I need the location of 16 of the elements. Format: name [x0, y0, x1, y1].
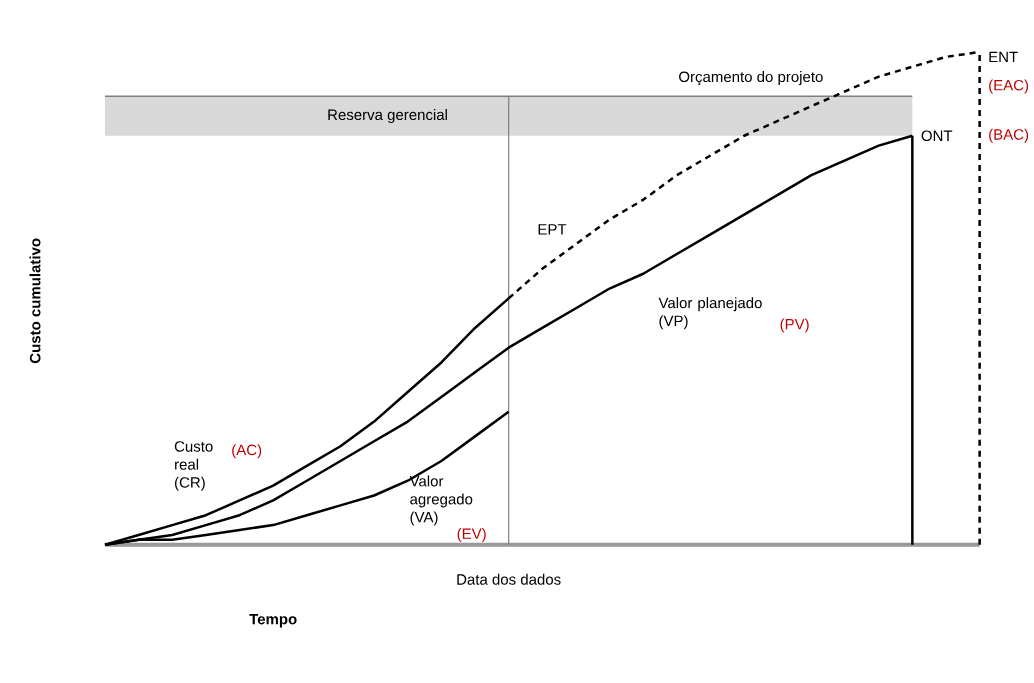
annotation: ONT [921, 130, 953, 142]
text: ENT [989, 51, 1018, 63]
series-label: Valor planejado (VP) [658, 297, 762, 330]
series-label: EPT [538, 224, 567, 235]
x-axis-title: Tempo [249, 614, 297, 628]
text: (EAC) [989, 79, 1029, 94]
text: (BAC) [989, 128, 1029, 143]
ref-line-label: Orçamento do projeto [679, 71, 823, 86]
annotation: (AC) [232, 444, 262, 459]
text: Data dos dados [457, 573, 561, 585]
y-axis-title: Custo cumulativo [29, 238, 41, 364]
band-label: Reserva gerencial [328, 109, 447, 124]
series-label: Valor agregado (VA) [409, 475, 473, 526]
annotation: (EV) [457, 528, 486, 543]
series-label: Custo real (CR) [174, 441, 213, 491]
annotation: (PV) [780, 318, 809, 333]
